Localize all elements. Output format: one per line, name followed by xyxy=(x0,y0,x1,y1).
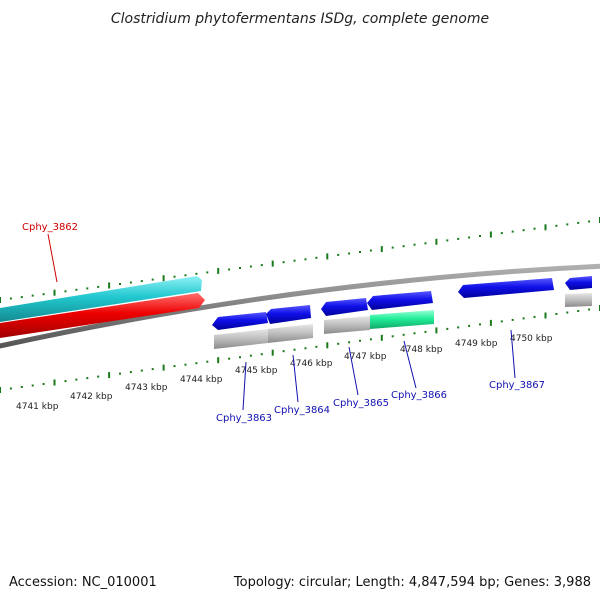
leader-line-3867 xyxy=(510,329,516,379)
feature-block-gray-right[interactable] xyxy=(565,293,592,307)
gene-block-3864[interactable] xyxy=(266,305,311,324)
feature-block-gray-1[interactable] xyxy=(214,329,268,349)
gene-cphy-3862-red[interactable] xyxy=(0,293,205,338)
leader-lines xyxy=(47,233,516,411)
gene-cphy-3862-cyan[interactable] xyxy=(0,276,202,322)
gene-label-cphy-3865[interactable]: Cphy_3865 xyxy=(333,398,389,409)
topology-text: Topology: circular; Length: 4,847,594 bp… xyxy=(233,575,591,590)
gene-label-cphy-3862[interactable]: Cphy_3862 xyxy=(22,222,78,233)
feature-block-green[interactable] xyxy=(370,310,434,329)
leader-line-3866 xyxy=(403,340,417,389)
scale-label: 4742 kbp xyxy=(70,392,113,402)
gene-block-3866[interactable] xyxy=(367,291,433,310)
leader-line-3862 xyxy=(47,233,58,283)
gene-block-3865[interactable] xyxy=(321,298,368,316)
scale-label: 4743 kbp xyxy=(125,383,168,393)
gene-label-cphy-3863[interactable]: Cphy_3863 xyxy=(216,413,272,424)
leader-line-3863 xyxy=(242,361,247,411)
gene-block-right[interactable] xyxy=(565,276,592,290)
inner-tick-track xyxy=(0,305,600,393)
scale-label: 4746 kbp xyxy=(290,359,333,369)
leader-line-3864 xyxy=(292,354,299,403)
genome-title: Clostridium phytofermentans ISDg, comple… xyxy=(111,11,489,27)
leader-line-3865 xyxy=(348,346,359,396)
gene-block-3863[interactable] xyxy=(212,312,268,330)
scale-labels: 4741 kbp 4742 kbp 4743 kbp 4744 kbp 4745… xyxy=(16,334,553,412)
outer-tick-track xyxy=(0,217,600,303)
scale-label: 4744 kbp xyxy=(180,375,223,385)
feature-block-gray-2[interactable] xyxy=(268,324,313,343)
scale-label: 4745 kbp xyxy=(235,366,278,376)
scale-label: 4747 kbp xyxy=(344,352,387,362)
scale-label: 4748 kbp xyxy=(400,345,443,355)
accession-text: Accession: NC_010001 xyxy=(9,575,157,590)
genome-backbone xyxy=(0,263,600,349)
feature-block-gray-3[interactable] xyxy=(324,316,370,334)
scale-label: 4741 kbp xyxy=(16,402,59,412)
gene-label-cphy-3864[interactable]: Cphy_3864 xyxy=(274,405,330,416)
scale-label: 4749 kbp xyxy=(455,339,498,349)
gene-label-cphy-3867[interactable]: Cphy_3867 xyxy=(489,380,545,391)
gene-block-3867[interactable] xyxy=(458,278,554,298)
scale-label: 4750 kbp xyxy=(510,334,553,344)
gene-label-cphy-3866[interactable]: Cphy_3866 xyxy=(391,390,447,401)
gene-labels: Cphy_3862 Cphy_3863 Cphy_3864 Cphy_3865 … xyxy=(22,222,545,424)
